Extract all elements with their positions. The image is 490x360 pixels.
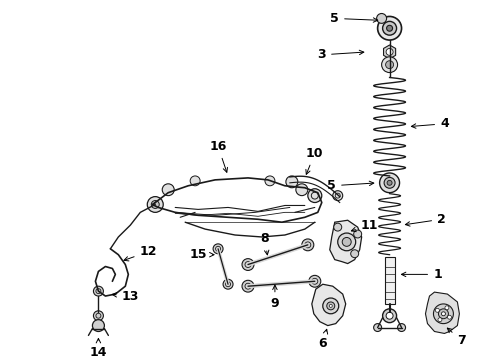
Circle shape [386,312,393,319]
Circle shape [213,244,223,254]
Text: 10: 10 [306,147,323,174]
Text: 15: 15 [189,248,214,261]
Circle shape [387,180,392,185]
Circle shape [386,49,393,55]
Circle shape [383,309,396,323]
Text: 16: 16 [209,140,227,172]
Circle shape [329,305,332,307]
Circle shape [93,320,104,332]
Circle shape [338,233,356,251]
Circle shape [383,21,396,35]
Circle shape [265,176,275,186]
Text: 1: 1 [401,268,442,281]
Circle shape [242,280,254,292]
Polygon shape [330,220,362,264]
Circle shape [354,230,362,238]
Circle shape [151,201,159,208]
Text: 3: 3 [318,48,364,61]
Circle shape [309,275,321,287]
Circle shape [94,286,103,296]
Circle shape [323,298,339,314]
Circle shape [334,223,342,231]
Polygon shape [384,45,395,59]
Circle shape [333,191,343,201]
Circle shape [384,177,395,188]
Circle shape [327,302,335,310]
Circle shape [374,324,382,332]
Circle shape [377,13,387,23]
Circle shape [162,184,174,195]
Circle shape [397,324,406,332]
Circle shape [447,315,451,319]
Text: 6: 6 [318,329,328,350]
Bar [385,257,394,304]
Polygon shape [312,284,346,325]
Circle shape [380,173,399,193]
Text: 9: 9 [270,285,279,310]
Circle shape [342,238,351,246]
Circle shape [387,25,392,31]
Text: 8: 8 [261,233,270,255]
Circle shape [438,318,442,322]
Text: 5: 5 [327,179,374,192]
Circle shape [242,258,254,270]
Text: 12: 12 [124,245,157,261]
Text: 11: 11 [351,219,378,232]
Circle shape [351,250,359,258]
Circle shape [436,309,440,312]
Text: 4: 4 [412,117,449,130]
Text: 14: 14 [90,338,107,359]
Circle shape [445,306,449,310]
Circle shape [147,197,163,212]
Polygon shape [425,292,460,333]
Text: 7: 7 [447,328,466,347]
Circle shape [378,17,401,40]
Circle shape [434,304,453,324]
Circle shape [382,57,397,73]
Circle shape [94,311,103,321]
Text: 5: 5 [330,12,378,25]
Circle shape [296,184,308,195]
Circle shape [308,189,322,203]
Circle shape [439,309,448,319]
Circle shape [386,61,393,69]
Circle shape [190,176,200,186]
Circle shape [441,312,445,316]
Circle shape [286,176,298,188]
Circle shape [302,239,314,251]
Text: 13: 13 [112,289,139,302]
Text: 2: 2 [405,213,446,226]
Circle shape [223,279,233,289]
